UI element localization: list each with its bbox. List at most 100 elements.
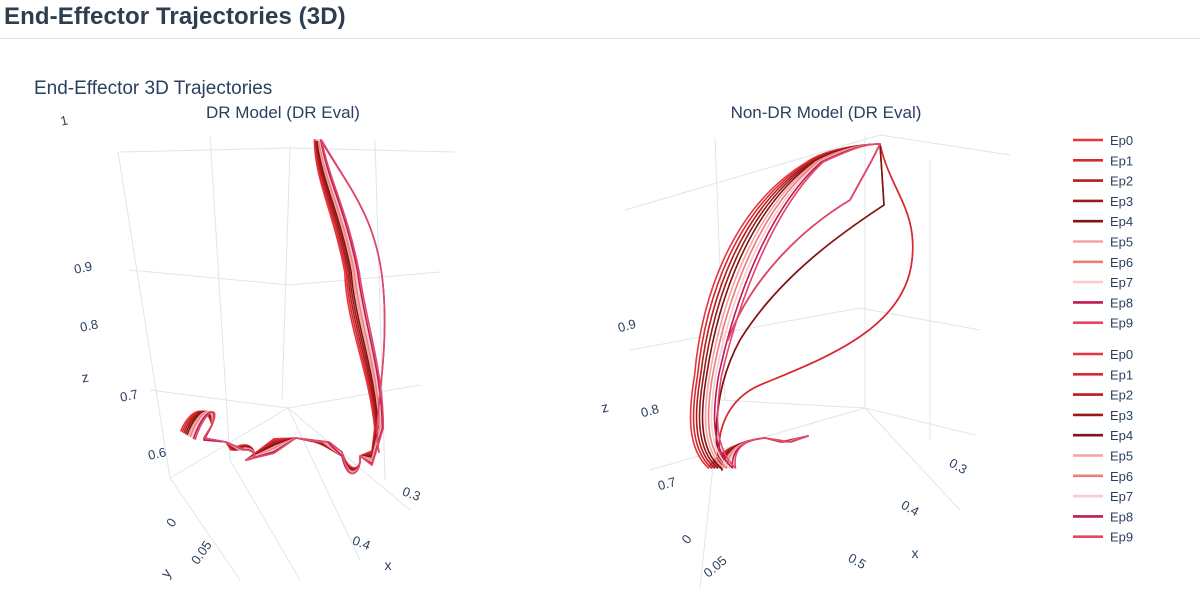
trajectory-line-ep4 bbox=[701, 143, 885, 471]
legend-item-ep2[interactable]: Ep2 bbox=[1073, 388, 1133, 403]
legend-label: Ep5 bbox=[1110, 235, 1133, 250]
legend-label: Ep9 bbox=[1110, 316, 1133, 331]
y-axis-label: y bbox=[157, 566, 174, 581]
grid-line bbox=[129, 269, 291, 286]
legend-item-ep0[interactable]: Ep0 bbox=[1073, 347, 1133, 362]
grid-line bbox=[117, 151, 171, 479]
legend-label: Ep8 bbox=[1110, 509, 1133, 524]
grid-line bbox=[864, 407, 961, 511]
legend-label: Ep7 bbox=[1110, 489, 1133, 504]
subplot-title-dr: DR Model (DR Eval) bbox=[206, 103, 360, 122]
scene-non-dr-trajectories bbox=[689, 143, 914, 471]
trajectory-figure[interactable]: End-Effector 3D Trajectories DR Model (D… bbox=[0, 40, 1200, 589]
legend-item-ep7[interactable]: Ep7 bbox=[1073, 275, 1133, 290]
figure-title: End-Effector 3D Trajectories bbox=[34, 78, 272, 99]
x-tick-label: 0.3 bbox=[400, 484, 422, 504]
z-tick-label: 0.9 bbox=[73, 258, 94, 276]
y-tick-label: 0 bbox=[678, 532, 694, 547]
z-axis-label: z bbox=[599, 399, 610, 416]
legend-label: Ep4 bbox=[1110, 214, 1133, 229]
legend-item-ep8[interactable]: Ep8 bbox=[1073, 509, 1133, 524]
x-tick-label: 0.5 bbox=[846, 550, 869, 572]
grid-line bbox=[229, 459, 301, 581]
legend-item-ep3[interactable]: Ep3 bbox=[1073, 408, 1133, 423]
grid-line bbox=[879, 134, 1011, 156]
x-axis-label: x bbox=[912, 545, 919, 561]
legend-label: Ep3 bbox=[1110, 194, 1133, 209]
grid-line bbox=[624, 134, 881, 211]
grid-line bbox=[859, 307, 981, 331]
z-tick-label: 1 bbox=[59, 113, 69, 129]
grid-line bbox=[289, 271, 441, 286]
z-tick-label: 0.7 bbox=[119, 386, 140, 404]
x-axis-label: x bbox=[385, 557, 392, 573]
z-tick-label: 0.9 bbox=[616, 316, 637, 335]
grid-line bbox=[864, 407, 976, 436]
y-tick-label: 0 bbox=[163, 515, 179, 530]
scene-non-dr-grid bbox=[624, 134, 1011, 589]
y-tick-label: 0.05 bbox=[188, 538, 215, 567]
legend-item-ep5[interactable]: Ep5 bbox=[1073, 235, 1133, 250]
scene-non-dr-model[interactable]: Non-DR Model (DR Eval) 0.70.80.90.30.40.… bbox=[599, 103, 1011, 589]
trajectory-line-ep9 bbox=[194, 139, 386, 475]
scene-dr-model[interactable]: DR Model (DR Eval) 0.6 0.7 0.8 0.9 1 0.3 0.4 00… bbox=[59, 103, 456, 581]
legend-label: Ep6 bbox=[1110, 255, 1133, 270]
subplot-title-non-dr: Non-DR Model (DR Eval) bbox=[731, 103, 922, 122]
legend-label: Ep6 bbox=[1110, 469, 1133, 484]
legend-label: Ep3 bbox=[1110, 408, 1133, 423]
legend[interactable]: Ep0 Ep1 Ep2 Ep3 Ep4 Ep5 Ep6 Ep7 Ep8 Ep9 Ep0 Ep1 Ep2 E… bbox=[1073, 133, 1133, 545]
x-tick-label: 0.4 bbox=[350, 533, 372, 553]
z-axis-label: z bbox=[80, 369, 90, 386]
legend-item-ep1[interactable]: Ep1 bbox=[1073, 153, 1133, 168]
legend-label: Ep0 bbox=[1110, 347, 1133, 362]
legend-label: Ep9 bbox=[1110, 530, 1133, 545]
legend-label: Ep2 bbox=[1110, 174, 1133, 189]
legend-item-ep9[interactable]: Ep9 bbox=[1073, 316, 1133, 331]
legend-label: Ep1 bbox=[1110, 367, 1133, 382]
grid-line bbox=[281, 147, 291, 401]
scene-dr-grid bbox=[117, 134, 456, 581]
legend-item-ep1[interactable]: Ep1 bbox=[1073, 367, 1133, 382]
trajectory-line-ep0 bbox=[689, 143, 914, 469]
x-tick-label: 0.4 bbox=[899, 497, 922, 519]
grid-line bbox=[209, 134, 231, 461]
legend-label: Ep7 bbox=[1110, 275, 1133, 290]
legend-item-ep8[interactable]: Ep8 bbox=[1073, 295, 1133, 310]
legend-item-ep3[interactable]: Ep3 bbox=[1073, 194, 1133, 209]
page-title: End-Effector Trajectories (3D) bbox=[4, 3, 346, 30]
legend-label: Ep8 bbox=[1110, 295, 1133, 310]
scene-dr-ticks: 0.6 0.7 0.8 0.9 1 0.3 0.4 0 0.05 z x y bbox=[59, 113, 423, 581]
x-tick-label: 0.3 bbox=[947, 455, 970, 477]
legend-item-ep4[interactable]: Ep4 bbox=[1073, 428, 1133, 443]
grid-line bbox=[149, 389, 289, 409]
legend-label: Ep4 bbox=[1110, 428, 1133, 443]
grid-line bbox=[287, 407, 411, 511]
legend-label: Ep5 bbox=[1110, 449, 1133, 464]
legend-item-ep0[interactable]: Ep0 bbox=[1073, 133, 1133, 148]
legend-item-ep6[interactable]: Ep6 bbox=[1073, 255, 1133, 270]
page-header: End-Effector Trajectories (3D) bbox=[0, 0, 1200, 39]
z-tick-label: 0.8 bbox=[639, 401, 660, 420]
scene-non-dr-ticks: 0.7 0.8 0.9 0.3 0.4 0.5 0 0.05 z x bbox=[599, 316, 970, 580]
z-tick-label: 0.6 bbox=[147, 444, 168, 462]
legend-label: Ep2 bbox=[1110, 388, 1133, 403]
grid-line bbox=[287, 407, 361, 561]
legend-item-ep9[interactable]: Ep9 bbox=[1073, 530, 1133, 545]
legend-item-ep5[interactable]: Ep5 bbox=[1073, 449, 1133, 464]
legend-item-ep6[interactable]: Ep6 bbox=[1073, 469, 1133, 484]
legend-item-ep2[interactable]: Ep2 bbox=[1073, 174, 1133, 189]
legend-item-ep4[interactable]: Ep4 bbox=[1073, 214, 1133, 229]
grid-line bbox=[169, 477, 241, 581]
z-tick-label: 0.8 bbox=[79, 316, 100, 334]
grid-line bbox=[629, 307, 861, 351]
legend-item-ep7[interactable]: Ep7 bbox=[1073, 489, 1133, 504]
grid-line bbox=[119, 147, 291, 153]
legend-label: Ep1 bbox=[1110, 153, 1133, 168]
scene-dr-trajectories bbox=[180, 139, 386, 475]
z-tick-label: 0.7 bbox=[656, 474, 677, 493]
y-tick-label: 0.05 bbox=[701, 553, 730, 581]
grid-line bbox=[719, 399, 866, 409]
grid-line bbox=[287, 384, 421, 409]
trajectory-line-ep9 bbox=[716, 143, 881, 469]
legend-label: Ep0 bbox=[1110, 133, 1133, 148]
